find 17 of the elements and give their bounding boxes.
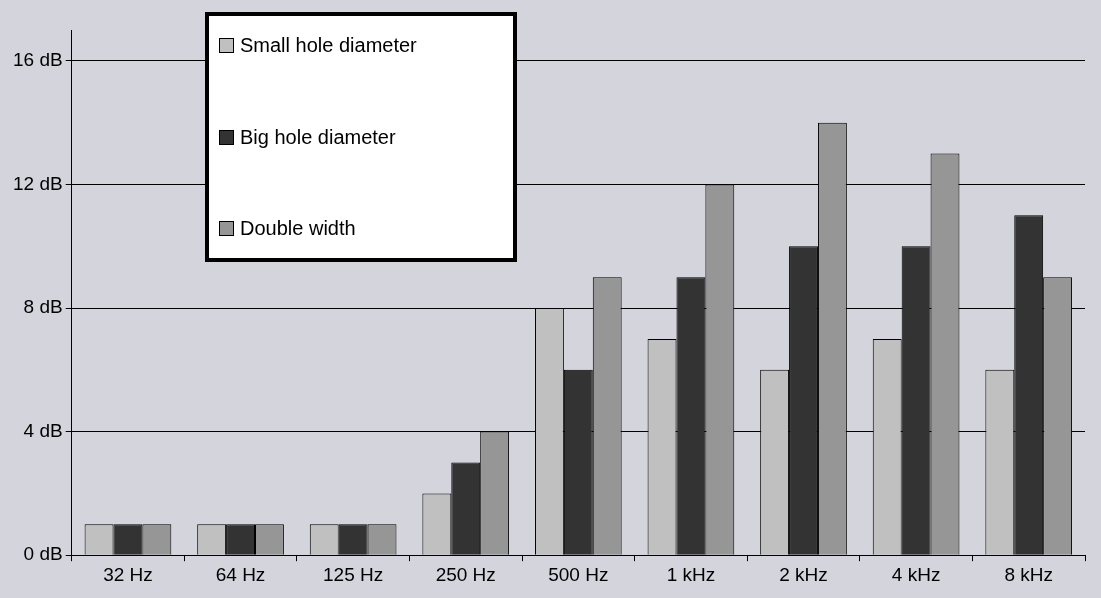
y-tick-label: 12 dB	[13, 172, 63, 194]
x-tick-label: 2 kHz	[779, 563, 828, 585]
x-tick-label: 32 Hz	[103, 563, 153, 585]
legend-label: Double width	[240, 217, 356, 240]
x-tick-label: 1 kHz	[666, 563, 716, 585]
x-tick-label: 125 Hz	[323, 563, 384, 585]
y-tick-label: 0 dB	[23, 543, 63, 565]
x-tick-label: 500 Hz	[548, 563, 609, 585]
x-tick-label: 8 kHz	[1004, 563, 1053, 585]
legend-label: Big hole diameter	[240, 125, 396, 149]
x-tick-label: 250 Hz	[435, 563, 496, 585]
y-tick-label: 16 dB	[13, 49, 63, 71]
x-tick-label: 64 Hz	[215, 563, 266, 585]
y-tick-label: 8 dB	[23, 296, 63, 318]
legend-label: Small hole diameter	[240, 34, 417, 57]
x-tick-label: 4 kHz	[891, 563, 941, 585]
y-tick-label: 4 dB	[23, 419, 63, 441]
